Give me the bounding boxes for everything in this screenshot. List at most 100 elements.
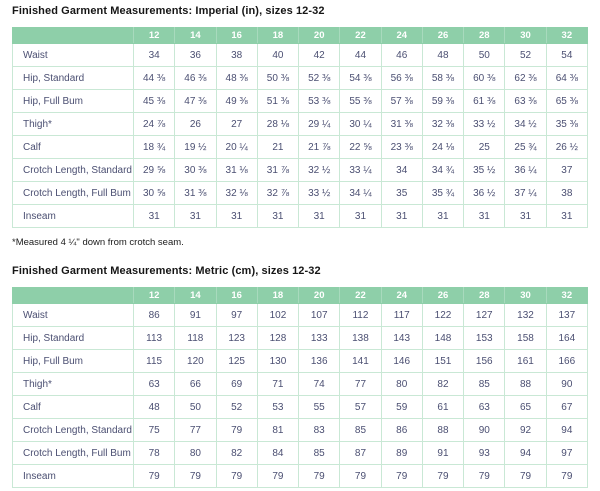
measurement-cell: 65 ⅜ — [545, 89, 589, 113]
measurement-cell: 31 — [463, 204, 506, 228]
measurement-cell: 86 — [380, 418, 423, 442]
measurement-cell: 85 — [463, 372, 506, 396]
measurement-cell: 61 ⅜ — [463, 89, 506, 113]
measurement-cell: 125 — [215, 349, 258, 373]
measurement-cell: 138 — [339, 326, 382, 350]
measurement-cell: 24 ⅛ — [421, 135, 465, 159]
row-label: Crotch Length, Standard — [12, 158, 134, 182]
size-column-header: 28 — [463, 287, 506, 304]
measurement-cell: 153 — [463, 326, 506, 350]
measurement-cell: 117 — [380, 303, 423, 327]
measurement-cell: 34 — [380, 158, 423, 182]
row-label: Crotch Length, Full Bum — [12, 441, 134, 465]
table-row: Hip, Full Bum 115 120 125 130 136 141 146 151 156… — [12, 349, 589, 373]
measurement-cell: 133 — [298, 326, 341, 350]
measurement-cell: 52 ⅜ — [298, 66, 341, 90]
measurement-cell: 85 — [339, 418, 382, 442]
measurement-cell: 77 — [174, 418, 217, 442]
measurement-cell: 37 ¼ — [504, 181, 547, 205]
measurement-cell: 148 — [421, 326, 465, 350]
size-column-header: 30 — [504, 287, 547, 304]
measurement-cell: 88 — [504, 372, 547, 396]
measurement-cell: 89 — [380, 441, 423, 465]
size-column-header: 12 — [132, 27, 176, 44]
measurement-cell: 21 — [256, 135, 300, 159]
table-row: Hip, Standard 44 ⅜ 46 ⅜ 48 ⅜ 50 ⅜ 52 ⅜ 54 ⅜ 56 … — [12, 66, 589, 90]
measurement-cell: 50 — [463, 43, 506, 67]
measurement-cell: 132 — [504, 303, 547, 327]
table-row: Crotch Length, Full Bum 78 80 82 84 85 87 89 91 9… — [12, 441, 589, 465]
size-column-header: 18 — [256, 27, 300, 44]
table-row: Crotch Length, Standard 75 77 79 81 83 85 86 88 9… — [12, 418, 589, 442]
row-label: Waist — [12, 43, 134, 67]
measurement-cell: 26 ½ — [545, 135, 589, 159]
measurement-cell: 59 — [380, 395, 423, 419]
measurement-cell: 31 — [174, 204, 217, 228]
measurement-cell: 58 ⅜ — [421, 66, 465, 90]
measurement-cell: 86 — [132, 303, 176, 327]
row-label: Calf — [12, 135, 134, 159]
imperial-measurements-section: Finished Garment Measurements: Imperial … — [12, 5, 589, 248]
measurement-cell: 19 ½ — [174, 135, 217, 159]
measurement-cell: 81 — [256, 418, 300, 442]
measurement-cell: 120 — [174, 349, 217, 373]
measurement-cell: 31 — [339, 204, 382, 228]
measurement-cell: 161 — [504, 349, 547, 373]
measurement-cell: 63 ⅜ — [504, 89, 547, 113]
measurement-cell: 59 ⅜ — [421, 89, 465, 113]
measurement-cell: 44 — [339, 43, 382, 67]
metric-measurements-table: 12 14 16 18 20 22 24 26 28 30 32 Waist 86 91 97 102 107 1… — [12, 287, 589, 488]
size-column-header: 24 — [380, 287, 423, 304]
size-column-header: 26 — [421, 287, 465, 304]
measurement-cell: 82 — [215, 441, 258, 465]
measurement-cell: 35 ½ — [463, 158, 506, 182]
measurement-cell: 31 ⅜ — [380, 112, 423, 136]
measurement-cell: 21 ⅞ — [298, 135, 341, 159]
measurement-cell: 115 — [132, 349, 176, 373]
measurement-cell: 49 ⅜ — [215, 89, 258, 113]
row-label: Hip, Full Bum — [12, 349, 134, 373]
metric-measurements-section: Finished Garment Measurements: Metric (c… — [12, 265, 589, 491]
measurement-cell: 40 — [256, 43, 300, 67]
row-label: Hip, Full Bum — [12, 89, 134, 113]
measurement-cell: 32 ⅞ — [256, 181, 300, 205]
table-row: Inseam 31 31 31 31 31 31 31 31 31 31 31 — [12, 204, 589, 228]
measurement-cell: 113 — [132, 326, 176, 350]
measurement-cell: 79 — [504, 464, 547, 488]
size-column-header: 14 — [174, 287, 217, 304]
measurement-cell: 80 — [380, 372, 423, 396]
row-label: Waist — [12, 303, 134, 327]
measurement-cell: 65 — [504, 395, 547, 419]
size-column-header: 22 — [339, 287, 382, 304]
measurement-cell: 137 — [545, 303, 589, 327]
measurement-cell: 60 ⅜ — [463, 66, 506, 90]
measurement-cell: 52 — [215, 395, 258, 419]
measurement-cell: 94 — [504, 441, 547, 465]
measurement-cell: 31 ⅞ — [256, 158, 300, 182]
measurement-cell: 63 — [132, 372, 176, 396]
row-label: Calf — [12, 395, 134, 419]
measurement-cell: 128 — [256, 326, 300, 350]
measurement-cell: 122 — [421, 303, 465, 327]
measurement-cell: 32 ⅜ — [421, 112, 465, 136]
measurement-cell: 22 ⅝ — [339, 135, 382, 159]
measurement-cell: 64 ⅜ — [545, 66, 589, 90]
measurement-cell: 91 — [421, 441, 465, 465]
size-column-header: 20 — [298, 287, 341, 304]
measurement-cell: 62 ⅜ — [504, 66, 547, 90]
measurement-cell: 48 ⅜ — [215, 66, 258, 90]
measurement-cell: 75 — [132, 418, 176, 442]
measurement-cell: 90 — [545, 372, 589, 396]
size-column-header: 16 — [215, 27, 258, 44]
measurement-cell: 46 ⅜ — [174, 66, 217, 90]
measurement-cell: 53 ⅜ — [298, 89, 341, 113]
measurement-cell: 23 ⅜ — [380, 135, 423, 159]
row-label: Thigh* — [12, 372, 134, 396]
measurement-cell: 50 ⅜ — [256, 66, 300, 90]
size-column-header: 12 — [132, 287, 176, 304]
measurement-cell: 51 ⅜ — [256, 89, 300, 113]
measurement-cell: 130 — [256, 349, 300, 373]
measurement-cell: 34 — [132, 43, 176, 67]
measurement-cell: 79 — [463, 464, 506, 488]
